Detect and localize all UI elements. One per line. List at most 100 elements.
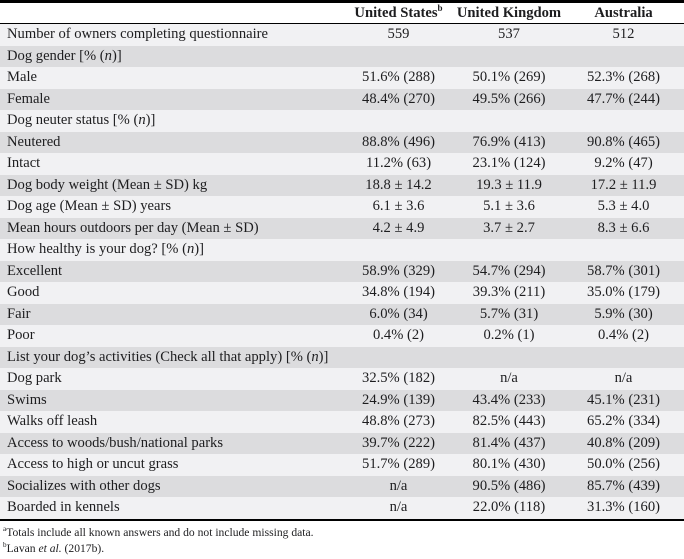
value-cell: 81.4% (437) — [472, 434, 546, 451]
footnote-text: Lavan et al. (2017b). — [6, 541, 105, 555]
value-cell: 47.7% (244) — [587, 90, 660, 107]
value-cell: 85.7% (439) — [587, 477, 660, 494]
value-cell: 5.9% (30) — [594, 305, 653, 322]
value-cell: 51.6% (288) — [362, 69, 435, 86]
table-row: Excellent 58.9% (329) 54.7% (294) 58.7% … — [0, 260, 684, 282]
row-label: Intact — [7, 155, 41, 172]
row-label: Poor — [7, 327, 35, 344]
table-row: Good 34.8% (194) 39.3% (211) 35.0% (179) — [0, 282, 684, 304]
value-cell: 19.3 ± 11.9 — [476, 176, 542, 193]
value-cell: 31.3% (160) — [563, 497, 684, 521]
row-label: How healthy is your dog? [% (n)] — [7, 241, 204, 258]
value-cell: 54.7% (294) — [472, 262, 546, 279]
value-cell: 34.8% (194) — [362, 284, 435, 301]
value-cell: 23.1% (124) — [472, 155, 546, 172]
column-header-label: United Kingdom — [456, 4, 562, 21]
value-cell: 3.7 ± 2.7 — [483, 219, 535, 236]
value-cell — [455, 110, 563, 132]
row-label: Access to high or uncut grass — [7, 456, 179, 473]
value-cell: 559 — [387, 26, 410, 43]
value-cell: 45.1% (231) — [587, 391, 660, 408]
row-label: Access to woods/bush/national parks — [7, 434, 224, 451]
table-row: Dog age (Mean ± SD) years 6.1 ± 3.6 5.1 … — [0, 196, 684, 218]
table-row: Poor 0.4% (2) 0.2% (1) 0.4% (2) — [0, 325, 684, 347]
table-row: How healthy is your dog? [% (n)] — [0, 239, 684, 261]
value-cell — [342, 110, 455, 132]
value-cell: n/a — [500, 370, 518, 387]
value-cell: 43.4% (233) — [472, 391, 546, 408]
row-label: Socializes with other dogs — [7, 477, 161, 494]
table-row: Dog park 32.5% (182) n/a n/a — [0, 368, 684, 390]
value-cell: 512 — [612, 26, 635, 43]
row-label: Mean hours outdoors per day (Mean ± SD) — [7, 219, 259, 236]
value-cell: 0.4% (2) — [372, 327, 425, 344]
table-row: Intact 11.2% (63) 23.1% (124) 9.2% (47) — [0, 153, 684, 175]
value-cell: 90.8% (465) — [587, 133, 660, 150]
value-cell: 24.9% (139) — [362, 391, 435, 408]
value-cell: 50.1% (269) — [472, 69, 546, 86]
value-cell: 48.8% (273) — [362, 413, 435, 430]
value-cell: 6.1 ± 3.6 — [372, 198, 425, 215]
column-header-united-kingdom: United Kingdom — [455, 1, 563, 24]
value-cell: 40.8% (209) — [587, 434, 660, 451]
table-header-row: United Statesb United Kingdom Australia — [0, 1, 684, 24]
row-label: Dog gender [% (n)] — [7, 47, 122, 64]
column-header-footnote-marker: b — [437, 2, 443, 13]
value-cell: 9.2% (47) — [594, 155, 653, 172]
table-row: Swims 24.9% (139) 43.4% (233) 45.1% (231… — [0, 389, 684, 411]
value-cell: 5.7% (31) — [479, 305, 539, 322]
row-label: Boarded in kennels — [0, 497, 342, 521]
value-cell: 18.8 ± 14.2 — [365, 176, 432, 193]
row-label: Dog neuter status [% (n)] — [7, 112, 156, 129]
value-cell: 0.4% (2) — [597, 327, 650, 344]
value-cell: n/a — [614, 370, 633, 387]
value-cell — [342, 46, 455, 68]
table-row: Number of owners completing questionnair… — [0, 23, 684, 46]
dog-owner-questionnaire-table: United Statesb United Kingdom Australia … — [0, 0, 684, 521]
value-cell: 58.7% (301) — [587, 262, 660, 279]
value-cell: 32.5% (182) — [362, 370, 435, 387]
row-label: Neutered — [7, 133, 61, 150]
value-cell: 58.9% (329) — [362, 262, 435, 279]
table-row: Access to woods/bush/national parks 39.7… — [0, 432, 684, 454]
value-cell — [563, 46, 684, 68]
table-row: Dog neuter status [% (n)] — [0, 110, 684, 132]
value-cell: n/a — [342, 497, 455, 521]
footnote-marker: b — [3, 540, 7, 549]
value-cell: 65.2% (334) — [587, 413, 660, 430]
footnote: bLavan et al. (2017b). — [3, 541, 684, 557]
value-cell — [563, 347, 684, 369]
value-cell — [563, 110, 684, 132]
value-cell — [342, 239, 455, 261]
row-label: Walks off leash — [7, 413, 98, 430]
column-header-united-states: United Statesb — [342, 1, 455, 24]
value-cell: 5.1 ± 3.6 — [483, 198, 535, 215]
column-header-australia: Australia — [563, 1, 684, 24]
value-cell: 82.5% (443) — [472, 413, 546, 430]
table-row: Access to high or uncut grass 51.7% (289… — [0, 454, 684, 476]
row-label: Number of owners completing questionnair… — [7, 26, 268, 43]
value-cell: 88.8% (496) — [362, 133, 435, 150]
value-cell: 17.2 ± 11.9 — [590, 176, 657, 193]
value-cell — [455, 46, 563, 68]
value-cell: 537 — [498, 26, 520, 43]
row-label: Fair — [7, 305, 31, 322]
value-cell: 48.4% (270) — [362, 90, 435, 107]
value-cell: 11.2% (63) — [365, 155, 432, 172]
value-cell: 39.3% (211) — [472, 284, 546, 301]
footnote-marker: a — [3, 524, 7, 533]
footnote: aTotals include all known answers and do… — [3, 525, 684, 541]
value-cell: 52.3% (268) — [587, 69, 660, 86]
value-cell: 51.7% (289) — [362, 456, 435, 473]
row-label: Swims — [7, 391, 47, 408]
value-cell: 39.7% (222) — [362, 434, 435, 451]
value-cell: 4.2 ± 4.9 — [372, 219, 425, 236]
value-cell: 6.0% (34) — [369, 305, 428, 322]
row-label: Excellent — [7, 262, 63, 279]
value-cell — [455, 239, 563, 261]
table-row: Male 51.6% (288) 50.1% (269) 52.3% (268) — [0, 67, 684, 89]
table-row: List your dog’s activities (Check all th… — [0, 346, 684, 369]
table-row: Neutered 88.8% (496) 76.9% (413) 90.8% (… — [0, 131, 684, 153]
value-cell — [342, 347, 455, 369]
